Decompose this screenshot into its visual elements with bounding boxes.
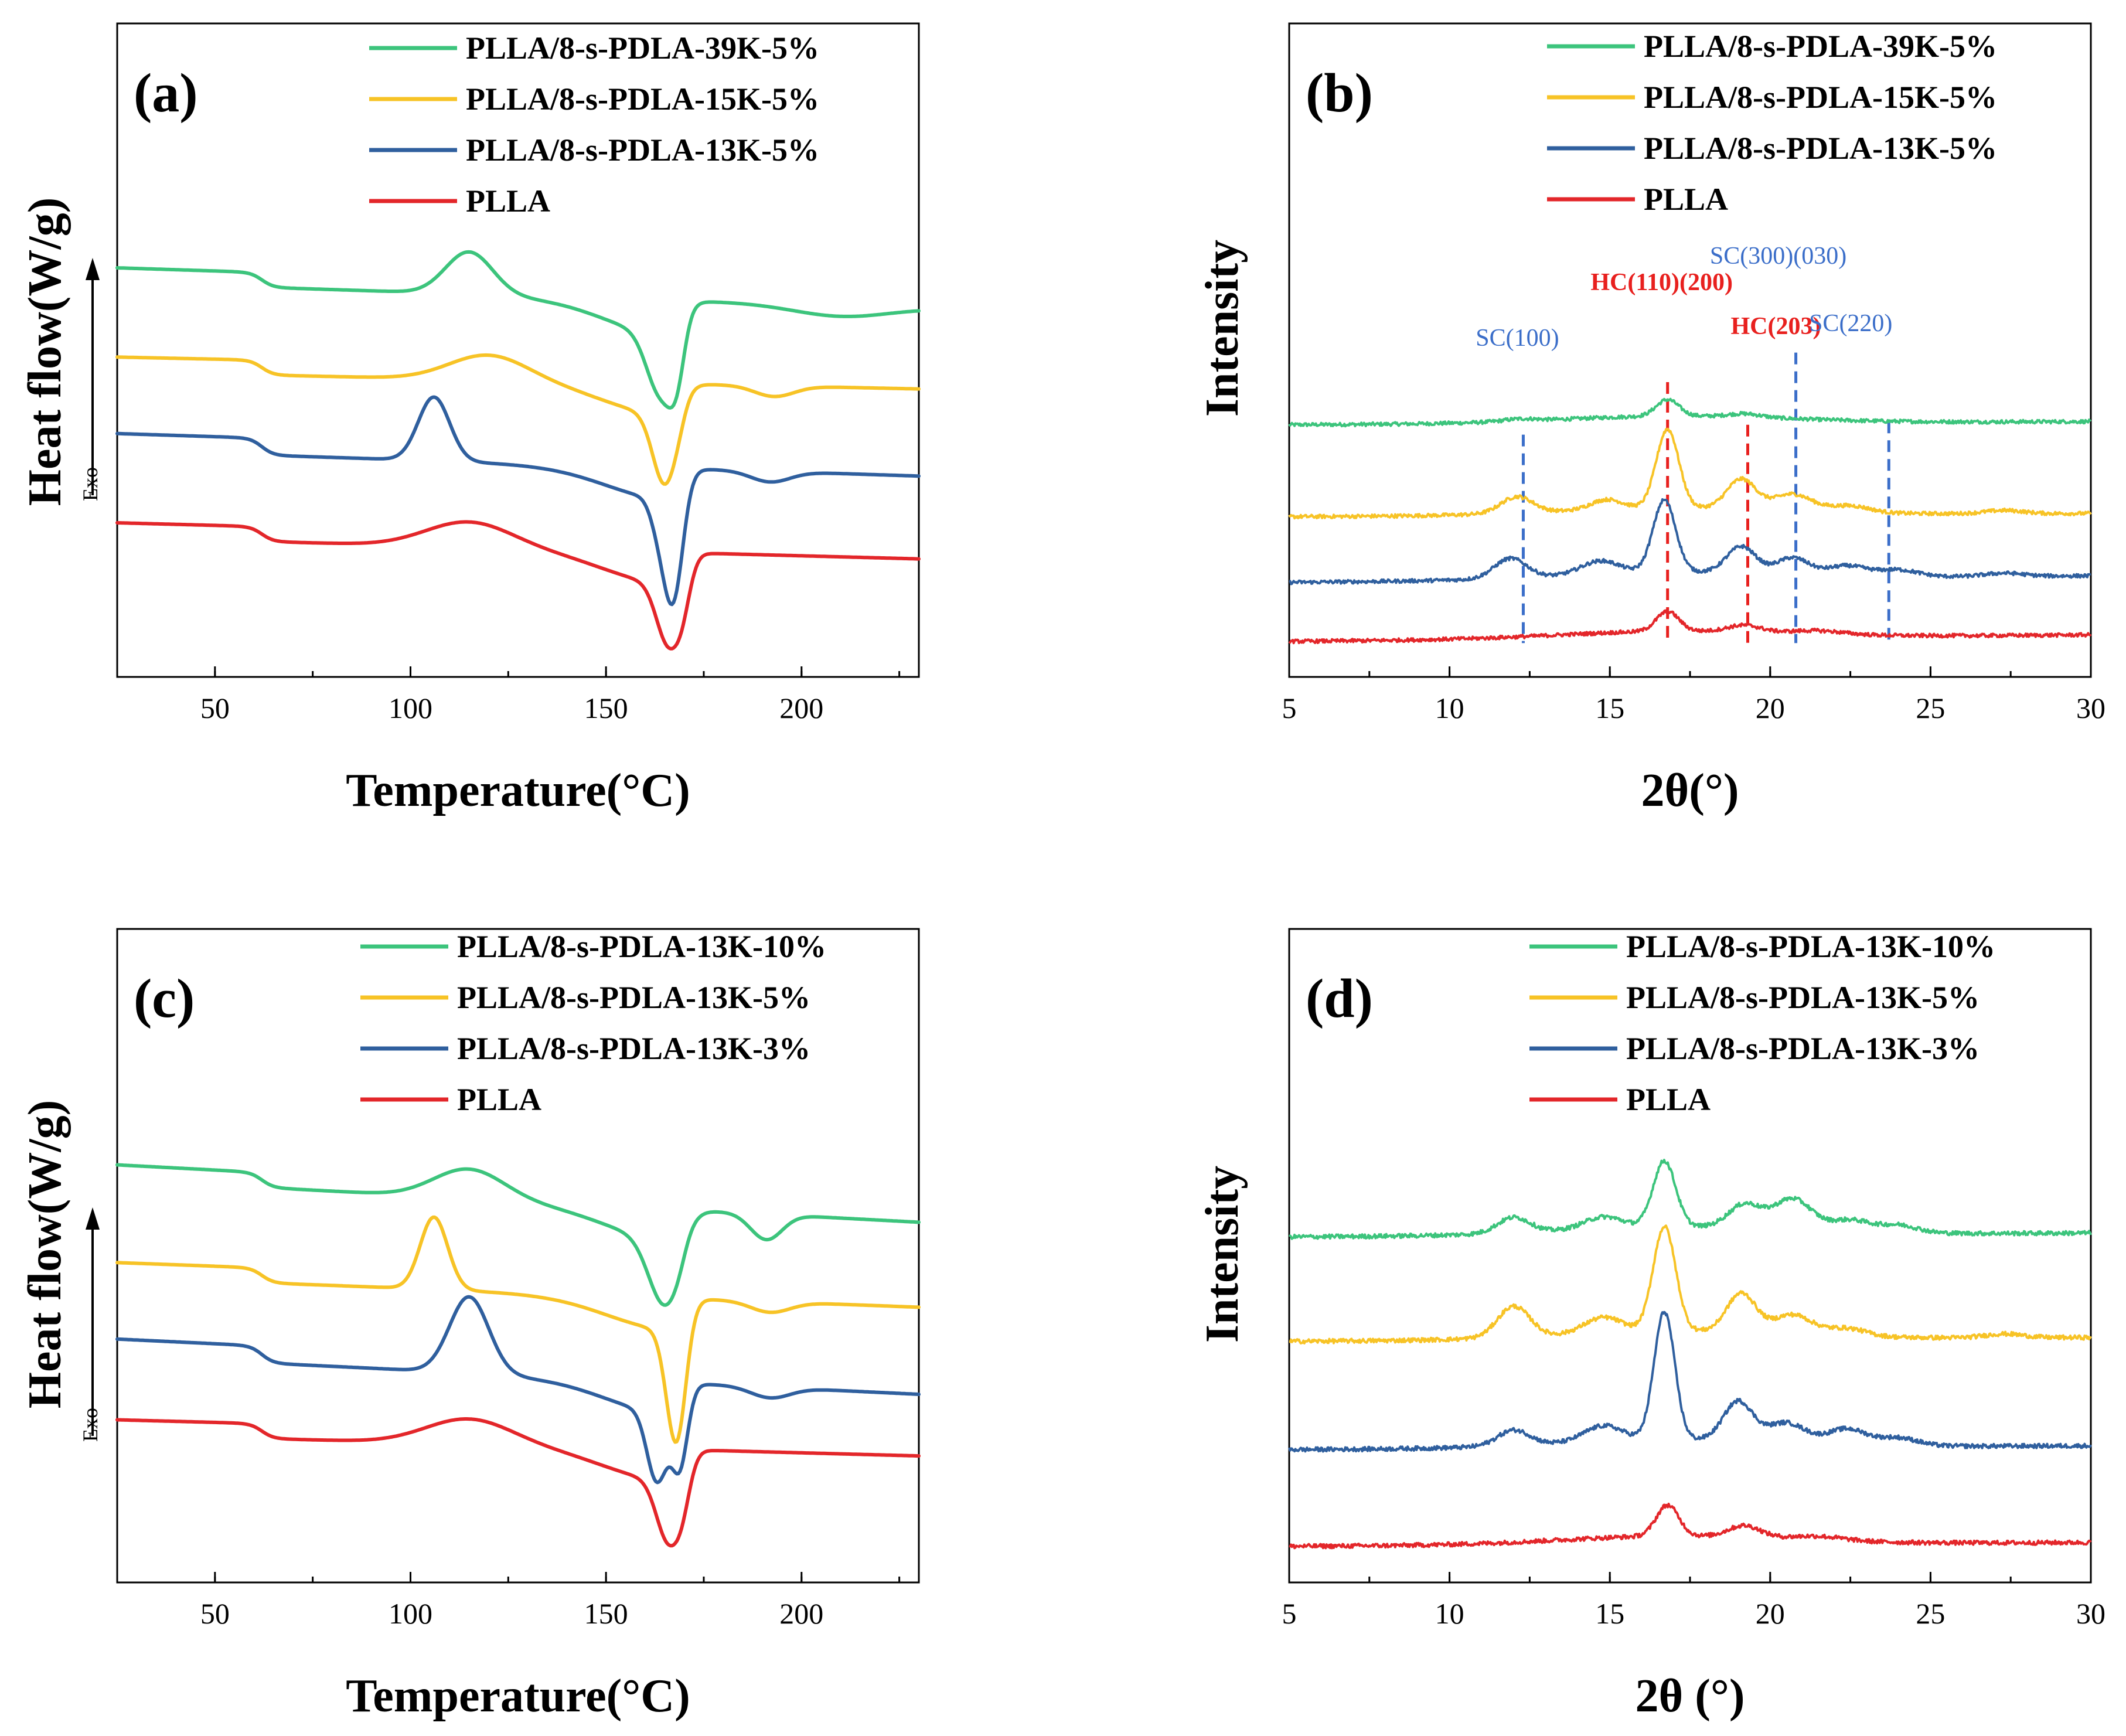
plot-frame	[1288, 928, 2092, 1584]
x-axis-title: Temperature(°C)	[346, 1670, 690, 1722]
series-line	[1289, 1224, 2092, 1344]
series-line	[115, 520, 921, 651]
panel-label: (d)	[1306, 968, 1373, 1029]
series-line	[1288, 397, 2092, 428]
x-tick-label: 15	[1595, 1597, 1624, 1630]
x-tick-label: 5	[1282, 1597, 1297, 1630]
exo-arrow-head-icon	[86, 258, 100, 280]
x-tick-label: 150	[584, 692, 628, 724]
x-tick-label: 15	[1595, 692, 1624, 724]
legend-entry: PLLA/8-s-PDLA-13K-5%	[1644, 131, 1997, 166]
annotation-label: SC(100)	[1476, 325, 1559, 352]
series-line	[115, 395, 921, 607]
series-line	[1288, 608, 2092, 645]
legend-entry: PLLA/8-s-PDLA-13K-10%	[457, 929, 826, 964]
panel-a: (a) PLLA/8-s-PDLA-39K-5% PLLA/8-s-PDLA-15…	[19, 22, 921, 816]
x-tick-label: 25	[1916, 1597, 1945, 1630]
x-tick-label: 200	[779, 1597, 823, 1630]
series-line	[1289, 1502, 2092, 1550]
plot-frame	[116, 928, 920, 1584]
panel-label: (b)	[1306, 63, 1373, 124]
legend-entry: PLLA/8-s-PDLA-15K-5%	[1644, 80, 1997, 115]
legend-entry: PLLA/8-s-PDLA-13K-10%	[1626, 929, 1995, 964]
x-tick-label: 25	[1916, 692, 1945, 724]
series-line	[1289, 498, 2091, 586]
x-tick-label: 10	[1435, 1597, 1464, 1630]
x-tick-label: 50	[200, 692, 230, 724]
panel-label: (c)	[134, 968, 195, 1029]
series-line	[1288, 1159, 2092, 1240]
x-tick-label: 20	[1756, 1597, 1785, 1630]
legend-entry: PLLA/8-s-PDLA-13K-3%	[457, 1031, 810, 1066]
x-tick-label: 100	[389, 692, 432, 724]
legend-entry: PLLA	[466, 183, 550, 219]
x-tick-label: 5	[1282, 692, 1297, 724]
x-axis-title: 2θ(°)	[1641, 765, 1739, 816]
x-tick-label: 20	[1756, 692, 1785, 724]
series-line	[115, 1417, 921, 1548]
series-line	[115, 1163, 921, 1307]
y-axis-title: Heat flow(W/g)	[19, 1100, 71, 1409]
x-axis-title: 2θ (°)	[1635, 1670, 1745, 1722]
annotation-label: HC(203)	[1731, 313, 1821, 340]
x-tick-label: 50	[200, 1597, 230, 1630]
y-axis-title: Intensity	[1197, 1166, 1248, 1343]
plot-frame	[116, 22, 920, 678]
legend-entry: PLLA/8-s-PDLA-13K-3%	[1626, 1031, 1980, 1066]
x-tick-label: 200	[779, 692, 823, 724]
panel-label: (a)	[134, 63, 198, 124]
y-axis-title: Intensity	[1197, 240, 1248, 417]
annotation-label: HC(110)(200)	[1590, 269, 1733, 296]
exo-label: Exo	[79, 467, 102, 501]
panel-c: (c) PLLA/8-s-PDLA-13K-10% PLLA/8-s-PDLA-1…	[19, 928, 921, 1722]
series-line	[1288, 1310, 2092, 1453]
y-axis-title: Heat flow(W/g)	[19, 198, 71, 506]
annotation-label: SC(300)(030)	[1710, 243, 1846, 270]
x-tick-label: 150	[584, 1597, 628, 1630]
legend-entry: PLLA/8-s-PDLA-13K-5%	[457, 980, 810, 1015]
exo-arrow-head-icon	[86, 1207, 100, 1230]
series-line	[1288, 427, 2092, 520]
x-tick-label: 30	[2076, 692, 2105, 724]
x-tick-label: 30	[2076, 1597, 2105, 1630]
series-line	[115, 353, 921, 486]
legend-entry: PLLA/8-s-PDLA-39K-5%	[1644, 29, 1997, 64]
panel-d: (d) PLLA/8-s-PDLA-13K-10% PLLA/8-s-PDLA-1…	[1197, 928, 2105, 1722]
annotation-label: SC(220)	[1809, 310, 1892, 337]
legend-entry: PLLA/8-s-PDLA-13K-5%	[466, 132, 819, 168]
series-line	[115, 1295, 921, 1485]
legend-entry: PLLA	[457, 1082, 541, 1117]
x-tick-label: 100	[389, 1597, 432, 1630]
legend-entry: PLLA	[1644, 182, 1728, 217]
series-line	[115, 1215, 921, 1444]
panel-b: (b) SC(100) HC(110)(200) HC(203) SC(300)(03…	[1197, 22, 2105, 816]
legend-entry: PLLA/8-s-PDLA-15K-5%	[466, 81, 819, 117]
legend-entry: PLLA	[1626, 1082, 1711, 1117]
series-line	[115, 250, 921, 410]
exo-label: Exo	[79, 1408, 102, 1442]
legend-entry: PLLA/8-s-PDLA-13K-5%	[1626, 980, 1980, 1015]
x-tick-label: 10	[1435, 692, 1464, 724]
legend-entry: PLLA/8-s-PDLA-39K-5%	[466, 30, 819, 66]
x-axis-title: Temperature(°C)	[346, 765, 690, 816]
